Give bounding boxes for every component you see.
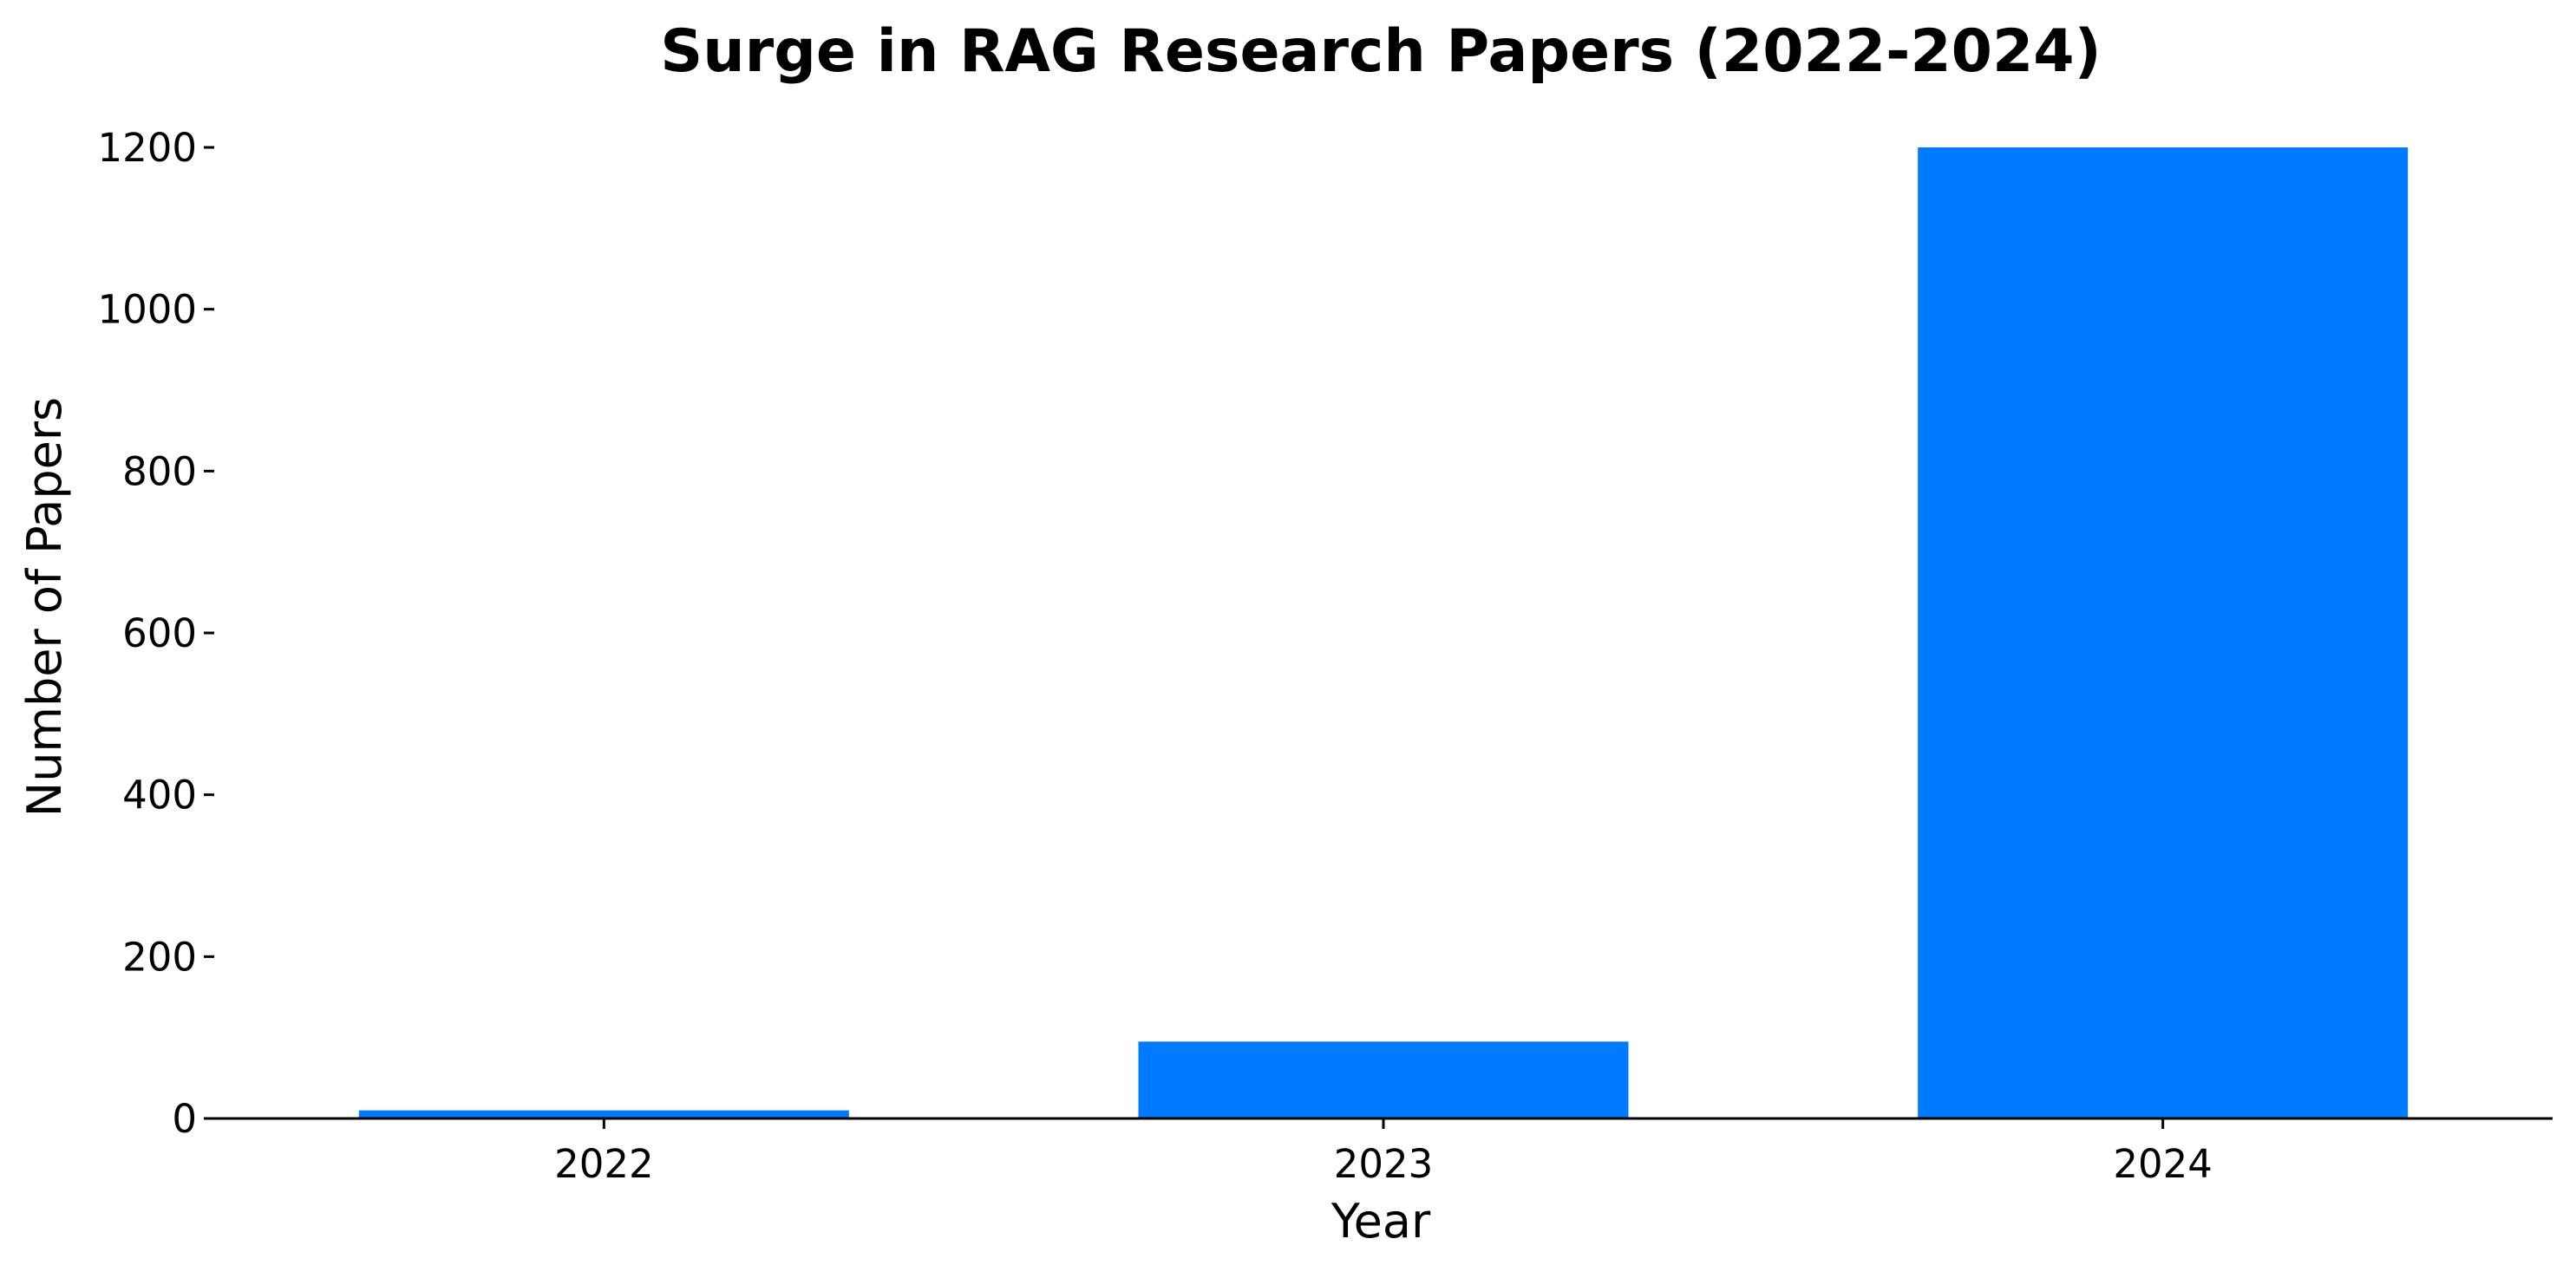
x-axis-label: Year — [1330, 1194, 1431, 1249]
y-axis-ticks: 0 200 400 600 800 1000 1200 — [97, 125, 214, 1142]
bar-2024 — [1918, 147, 2409, 1118]
y-tick-label-1000: 1000 — [97, 287, 197, 333]
y-tick-label-800: 800 — [122, 448, 197, 494]
y-tick-label-0: 0 — [172, 1096, 197, 1142]
x-axis-ticks: 2022 2023 2024 — [554, 1118, 2213, 1187]
bar-2022 — [358, 1110, 849, 1118]
chart-title: Surge in RAG Research Papers (2022-2024) — [660, 17, 2101, 86]
x-tick-label-2022: 2022 — [554, 1141, 654, 1187]
y-axis-label: Number of Papers — [17, 397, 72, 817]
x-tick-label-2024: 2024 — [2113, 1141, 2213, 1187]
bars — [358, 147, 2409, 1118]
y-tick-label-600: 600 — [122, 610, 197, 656]
y-tick-label-1200: 1200 — [97, 125, 197, 171]
y-tick-label-400: 400 — [122, 773, 197, 818]
y-tick-label-200: 200 — [122, 934, 197, 980]
bar-2023 — [1138, 1041, 1629, 1118]
x-tick-label-2023: 2023 — [1334, 1141, 1434, 1187]
